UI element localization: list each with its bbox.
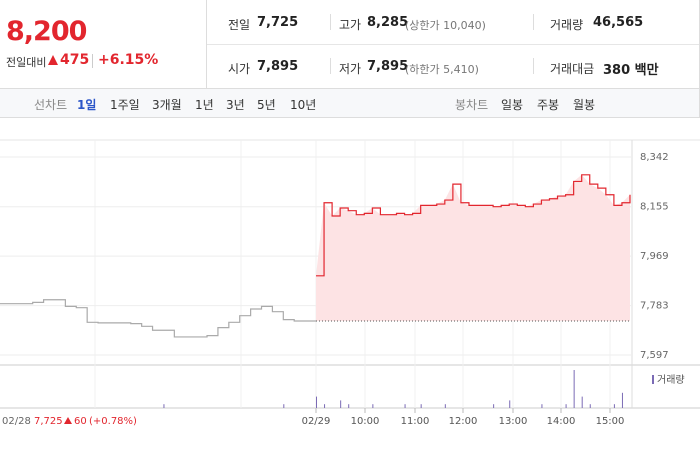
footnote-change: 60 — [74, 416, 87, 427]
volume-bar — [444, 404, 446, 408]
divider — [330, 58, 331, 74]
tab[interactable]: 1년 — [195, 98, 214, 112]
volume-bar — [493, 404, 495, 408]
tab[interactable]: 3개월 — [152, 98, 182, 112]
volume-bar — [348, 404, 350, 408]
tab[interactable]: 1일 — [77, 98, 97, 112]
stat-label: 거래대금 — [550, 62, 595, 76]
change: 475 — [60, 52, 90, 68]
volume-bar — [420, 404, 422, 408]
volume-bar — [324, 404, 326, 408]
volume-bar — [404, 404, 406, 408]
footnote-close: 7,725 — [34, 416, 63, 427]
stat-label: 고가 — [339, 18, 362, 32]
change-label: 전일대비 — [6, 56, 47, 69]
volume-bar — [565, 404, 567, 408]
x-tick-label: 12:00 — [449, 416, 478, 427]
x-tick-label: 15:00 — [596, 416, 625, 427]
tab[interactable]: 1주일 — [110, 98, 140, 112]
x-tick-label: 13:00 — [499, 416, 528, 427]
area — [316, 174, 630, 321]
stat-note: (상한가 10,040) — [405, 19, 486, 32]
volume-bar — [573, 370, 575, 408]
chart: 거래량 02/28 7,725 60 (+0.78%) 8,342 8,155 7,… — [0, 139, 700, 427]
volume-bar — [163, 404, 165, 408]
tab[interactable]: 10년 — [290, 98, 317, 112]
tab[interactable]: 일봉 — [501, 98, 524, 112]
volume-bar — [283, 404, 285, 408]
divider — [206, 0, 207, 88]
y-tick-label: 7,783 — [640, 301, 669, 312]
stat-value: 7,895 — [257, 59, 299, 74]
x-tick-label: 02/29 — [302, 416, 331, 427]
x-tick-label: 11:00 — [401, 416, 430, 427]
price: 8,200 — [6, 16, 87, 47]
y-tick-label: 7,597 — [640, 350, 669, 361]
volume-bar — [581, 396, 583, 408]
tab[interactable]: 3년 — [226, 98, 245, 112]
stat-value: 8,285 — [367, 15, 409, 30]
stat-label: 전일 — [228, 18, 251, 32]
stat-label: 시가 — [228, 62, 251, 76]
stat-value: 46,565 — [593, 15, 644, 30]
legend-swatch — [652, 375, 654, 384]
divider — [533, 14, 534, 30]
tab[interactable]: 5년 — [257, 98, 276, 112]
volume-bar — [621, 392, 623, 408]
price-line — [0, 299, 316, 338]
volume-bar — [589, 404, 591, 408]
x-tick-label: 10:00 — [351, 416, 380, 427]
volume-bar — [340, 400, 342, 408]
divider — [207, 44, 699, 45]
volume-bar — [316, 396, 317, 408]
legend-label: 거래량 — [657, 374, 685, 386]
stat-value: 7,895 — [367, 59, 409, 74]
volume-bar — [613, 404, 615, 408]
tab-group-label: 선차트 — [34, 98, 68, 112]
x-tick-label: 14:00 — [547, 416, 576, 427]
stat-value: 380 백만 — [603, 63, 659, 78]
stat-label: 저가 — [339, 62, 362, 76]
price-line — [316, 174, 631, 277]
tab-group-label: 봉차트 — [455, 98, 489, 112]
stat-note: (하한가 5,410) — [405, 63, 479, 76]
volume-bar — [372, 404, 374, 408]
volume-bar — [541, 404, 543, 408]
volume-bar — [509, 400, 511, 408]
y-tick-label: 8,155 — [640, 202, 669, 213]
stat-label: 거래량 — [550, 18, 584, 32]
change-pct: +6.15% — [98, 52, 159, 68]
tab-bar: 선차트 봉차트 1일 1주일 3개월 1년 3년 5년 10년 일봉 주봉 월봉 — [0, 89, 700, 118]
footnote-pct: (+0.78%) — [89, 416, 137, 427]
up-arrow — [64, 417, 72, 424]
tab[interactable]: 월봉 — [573, 98, 596, 112]
separator — [92, 54, 93, 68]
up-arrow — [48, 55, 58, 65]
footnote-date: 02/28 — [2, 416, 31, 427]
stat-value: 7,725 — [257, 15, 299, 30]
divider — [330, 14, 331, 30]
y-tick-label: 7,969 — [640, 251, 669, 262]
quote-panel: 8,200 전일대비 475 +6.15% 전일 7,725 고가 8,285 … — [0, 0, 700, 89]
divider — [533, 58, 534, 74]
tab[interactable]: 주봉 — [537, 98, 560, 112]
y-tick-label: 8,342 — [640, 152, 669, 163]
